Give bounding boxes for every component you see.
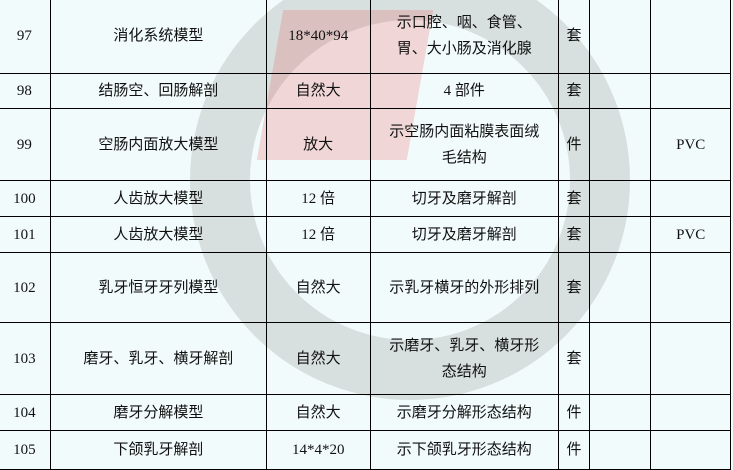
cell-qty <box>588 108 652 181</box>
table-row: 99 空肠内面放大模型 放大 示空肠内面粘膜表面绒毛结构件 PVC <box>0 108 731 181</box>
cell-qty <box>588 0 652 74</box>
cell-name: 磨牙分解模型 <box>49 394 267 431</box>
cell-desc: 切牙及磨牙解剖 <box>369 180 560 217</box>
cell-qty <box>588 394 652 431</box>
cell-no: 99 <box>0 108 51 181</box>
cell-note <box>650 394 731 431</box>
cell-no: 97 <box>0 0 51 74</box>
cell-size: 12 倍 <box>265 216 371 253</box>
cell-size: 自然大 <box>265 322 371 395</box>
cell-unit: 件 <box>558 108 590 181</box>
cell-no: 100 <box>0 180 51 217</box>
table-row: 98 结肠空、回肠解剖 自然大 4 部件套 <box>0 73 731 109</box>
cell-no: 103 <box>0 322 51 395</box>
cell-name: 空肠内面放大模型 <box>49 108 267 181</box>
cell-no: 104 <box>0 394 51 431</box>
cell-desc: 示空肠内面粘膜表面绒毛结构 <box>369 108 560 181</box>
cell-unit: 套 <box>558 322 590 395</box>
cell-note <box>650 73 731 109</box>
cell-qty <box>588 180 652 217</box>
table-row: 100 人齿放大模型 12 倍切牙及磨牙解剖套 <box>0 180 731 217</box>
cell-note <box>650 252 731 323</box>
table-row: 101 人齿放大模型 12 倍切牙及磨牙解剖套 PVC <box>0 216 731 253</box>
cell-unit: 套 <box>558 216 590 253</box>
cell-qty <box>588 322 652 395</box>
table-row: 104 磨牙分解模型 自然大 示磨牙分解形态结构件 <box>0 394 731 431</box>
cell-qty <box>588 216 652 253</box>
cell-size: 18*40*94 <box>265 0 371 74</box>
cell-note <box>650 180 731 217</box>
table-row: 105 下颌乳牙解剖 14*4*20 示下颌乳牙形态结构件 <box>0 430 731 470</box>
cell-note: PVC <box>650 216 731 253</box>
cell-qty <box>588 73 652 109</box>
cell-name: 结肠空、回肠解剖 <box>49 73 267 109</box>
cell-desc: 示磨牙、乳牙、横牙形态结构 <box>369 322 560 395</box>
cell-size: 自然大 <box>265 73 371 109</box>
cell-name: 下颌乳牙解剖 <box>49 430 267 470</box>
cell-desc: 示磨牙分解形态结构 <box>369 394 560 431</box>
cell-unit: 套 <box>558 73 590 109</box>
cell-note <box>650 430 731 470</box>
cell-unit: 套 <box>558 180 590 217</box>
table-row: 102 乳牙恒牙牙列模型 自然大 示乳牙横牙的外形排列套 <box>0 252 731 323</box>
cell-name: 人齿放大模型 <box>49 180 267 217</box>
table-row: 97 消化系统模型 18*40*94 示口腔、咽、食管、胃、大小肠及消化腺套 <box>0 0 731 74</box>
cell-note: PVC <box>650 108 731 181</box>
cell-desc: 示乳牙横牙的外形排列 <box>369 252 560 323</box>
cell-unit: 套 <box>558 0 590 74</box>
cell-qty <box>588 430 652 470</box>
cell-name: 人齿放大模型 <box>49 216 267 253</box>
cell-size: 自然大 <box>265 252 371 323</box>
cell-size: 自然大 <box>265 394 371 431</box>
cell-qty <box>588 252 652 323</box>
cell-name: 乳牙恒牙牙列模型 <box>49 252 267 323</box>
cell-unit: 件 <box>558 394 590 431</box>
cell-no: 105 <box>0 430 51 470</box>
cell-size: 放大 <box>265 108 371 181</box>
cell-no: 101 <box>0 216 51 253</box>
cell-desc: 示下颌乳牙形态结构 <box>369 430 560 470</box>
cell-no: 98 <box>0 73 51 109</box>
cell-desc: 切牙及磨牙解剖 <box>369 216 560 253</box>
cell-size: 12 倍 <box>265 180 371 217</box>
cell-note <box>650 0 731 74</box>
cell-unit: 套 <box>558 252 590 323</box>
cell-name: 磨牙、乳牙、横牙解剖 <box>49 322 267 395</box>
cell-no: 102 <box>0 252 51 323</box>
cell-desc: 4 部件 <box>369 73 560 109</box>
cell-size: 14*4*20 <box>265 430 371 470</box>
cell-name: 消化系统模型 <box>49 0 267 74</box>
cell-note <box>650 322 731 395</box>
cell-desc: 示口腔、咽、食管、胃、大小肠及消化腺 <box>369 0 560 74</box>
cell-unit: 件 <box>558 430 590 470</box>
table-row: 103 磨牙、乳牙、横牙解剖 自然大 示磨牙、乳牙、横牙形态结构套 <box>0 322 731 395</box>
